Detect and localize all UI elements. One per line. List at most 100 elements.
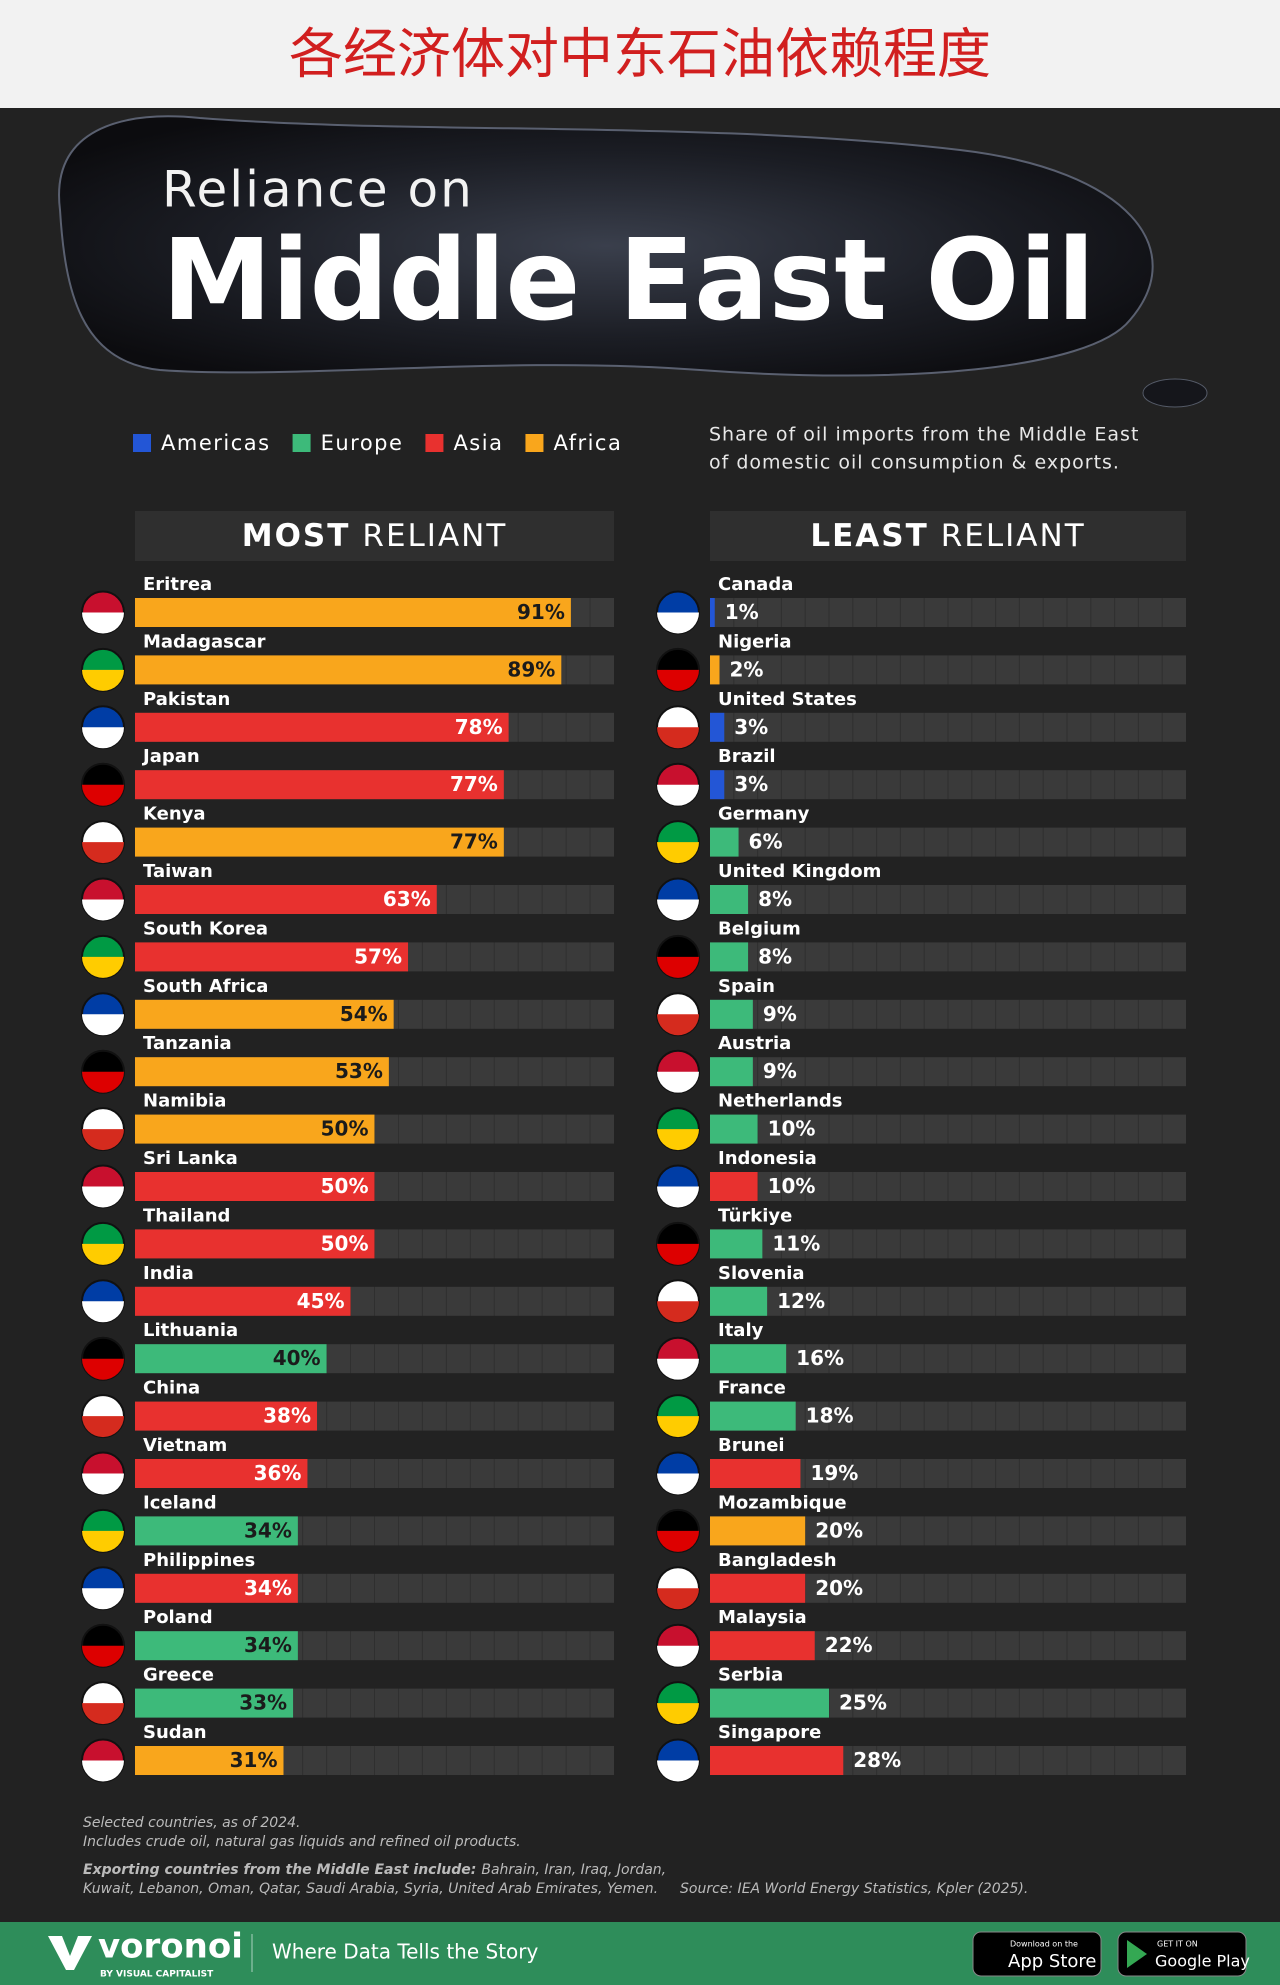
value-label: 9% — [763, 1002, 797, 1026]
value-label: 34% — [244, 1518, 292, 1542]
bar-track — [710, 1172, 1186, 1201]
subtitle: Share of oil imports from the Middle Eas… — [709, 424, 1139, 446]
bar — [135, 999, 394, 1029]
value-label: 91% — [517, 600, 565, 624]
bar-track — [710, 999, 1186, 1029]
flag-stripe — [82, 956, 124, 978]
country-label: Taiwan — [143, 861, 213, 882]
flag-stripe — [82, 1760, 124, 1782]
value-label: 6% — [749, 830, 783, 854]
country-label: Sudan — [143, 1722, 207, 1743]
flag-stripe — [657, 1071, 699, 1093]
app-store-small: Download on the — [1010, 1940, 1078, 1949]
flag-stripe — [657, 1301, 699, 1323]
brand: voronoi — [98, 1927, 243, 1967]
bar — [710, 1344, 787, 1374]
bar — [135, 1516, 298, 1546]
flag-stripe — [82, 1129, 124, 1151]
bar — [135, 1057, 389, 1087]
country-label: Brunei — [718, 1435, 785, 1456]
app-store-button[interactable] — [972, 1931, 1102, 1977]
value-label: 10% — [768, 1117, 816, 1141]
country-label: Lithuania — [143, 1320, 238, 1341]
note: Includes crude oil, natural gas liquids … — [83, 1834, 521, 1850]
flag-stripe — [657, 1530, 699, 1552]
country-label: Bangladesh — [718, 1550, 837, 1571]
legend-label: Africa — [553, 431, 622, 455]
bar — [710, 1286, 768, 1316]
flag-stripe — [657, 1703, 699, 1725]
charts: MOST RELIANT Eritrea 91% Madagascar 89% Pakist… — [81, 511, 1186, 1783]
bar-track — [710, 598, 1186, 627]
bar — [135, 1688, 294, 1718]
flag-stripe — [657, 899, 699, 921]
bar — [710, 1459, 801, 1488]
bar — [135, 1229, 375, 1259]
country-label: Sri Lanka — [143, 1148, 238, 1169]
bar — [710, 598, 715, 627]
country-label: Indonesia — [718, 1148, 817, 1169]
value-label: 77% — [450, 772, 498, 796]
value-label: 50% — [321, 1174, 369, 1198]
country-label: Spain — [718, 976, 775, 997]
country-label: Netherlands — [718, 1091, 843, 1112]
value-label: 53% — [335, 1059, 383, 1083]
heading-bold: LEAST — [810, 518, 928, 554]
exporters-label: Exporting countries from the Middle East… — [83, 1862, 476, 1878]
chart-heading-box — [135, 511, 614, 561]
value-label: 8% — [758, 887, 792, 911]
bar — [135, 598, 571, 627]
bar — [135, 770, 504, 800]
country-label: Belgium — [718, 918, 801, 939]
value-label: 3% — [734, 772, 768, 796]
bar — [710, 827, 739, 857]
flag-stripe — [82, 1071, 124, 1093]
country-label: Türkiye — [718, 1205, 792, 1226]
bar-track — [710, 1057, 1186, 1087]
banner-title: 各经济体对中东石油依赖程度 — [289, 23, 991, 86]
bar — [135, 1573, 298, 1603]
exporters: Kuwait, Lebanon, Oman, Qatar, Saudi Arab… — [83, 1881, 658, 1897]
bar — [135, 1114, 375, 1144]
legend-label: Europe — [321, 431, 404, 455]
bar-track — [710, 1344, 1186, 1374]
flag-stripe — [82, 842, 124, 864]
heading-bold: MOST — [242, 518, 351, 554]
country-label: Philippines — [143, 1550, 255, 1571]
bar — [710, 1057, 753, 1087]
country-label: Germany — [718, 804, 810, 825]
bar — [710, 1516, 806, 1546]
google-play-button[interactable] — [1117, 1931, 1247, 1977]
chart-heading: LEAST RELIANT — [810, 518, 1085, 554]
value-label: 1% — [725, 600, 759, 624]
legend-swatch — [133, 434, 151, 452]
source: Source: IEA World Energy Statistics, Kpl… — [680, 1881, 1028, 1897]
country-label: Iceland — [143, 1492, 217, 1513]
bar — [710, 885, 749, 914]
value-label: 31% — [230, 1748, 278, 1772]
bar — [135, 1746, 284, 1775]
bar — [135, 1286, 351, 1316]
bar-track — [710, 1286, 1186, 1316]
value-label: 18% — [806, 1404, 854, 1428]
flag-stripe — [657, 1416, 699, 1438]
value-label: 38% — [263, 1404, 311, 1428]
bar-track — [710, 827, 1186, 857]
flag-stripe — [82, 612, 124, 634]
google-play-big: Google Play — [1155, 1952, 1250, 1971]
logo — [48, 1936, 92, 1970]
bar — [710, 1573, 806, 1603]
legend-label: Asia — [453, 431, 503, 455]
bar-track — [710, 1114, 1186, 1144]
country-label: Canada — [718, 574, 793, 595]
value-label: 36% — [254, 1461, 302, 1485]
bar-track — [710, 942, 1186, 972]
flag-stripe — [657, 1186, 699, 1208]
bar — [135, 1459, 308, 1488]
country-label: Eritrea — [143, 574, 212, 595]
value-label: 11% — [772, 1231, 820, 1255]
legend-label: Americas — [161, 431, 271, 455]
value-label: 50% — [321, 1231, 369, 1255]
country-label: Singapore — [718, 1722, 821, 1743]
